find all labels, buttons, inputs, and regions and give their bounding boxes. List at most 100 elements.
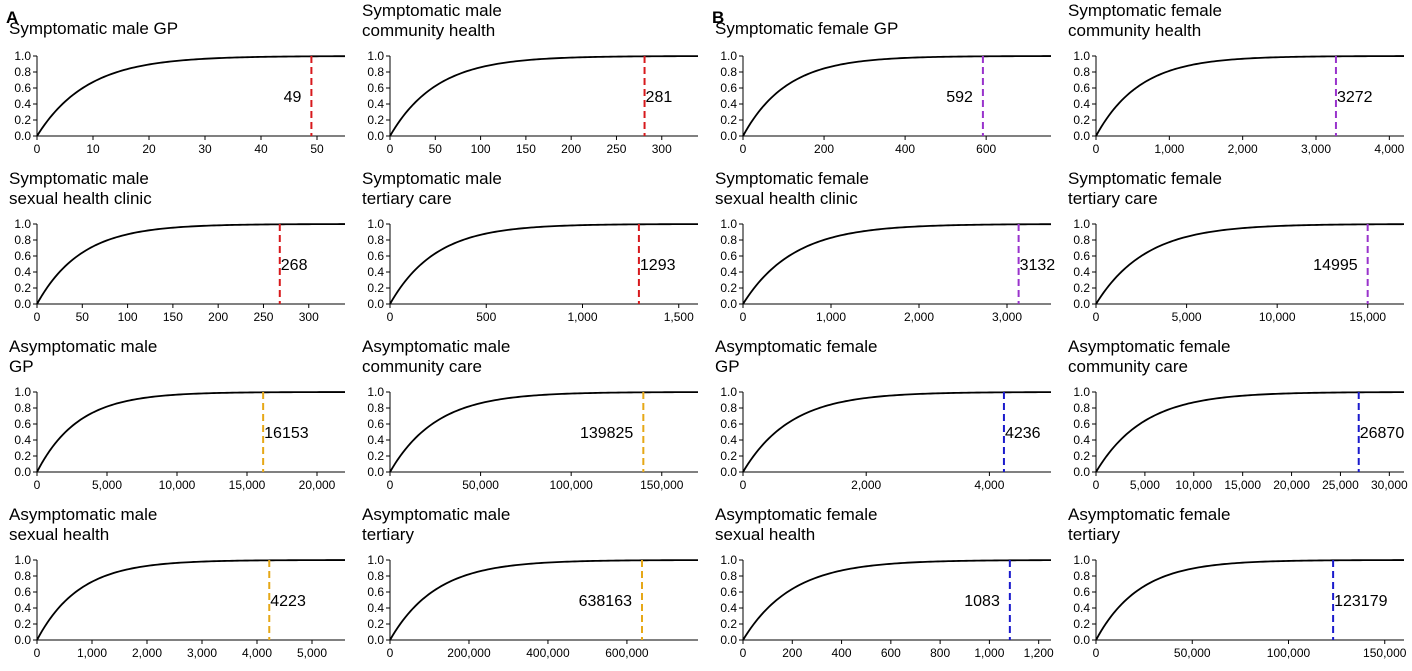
- chart-panel: Symptomatic female community health 0.0 0.…: [1068, 1, 1405, 156]
- y-tick-label: 0.6: [14, 249, 31, 263]
- x-tick-label: 15,000: [229, 478, 266, 492]
- chart-panel: Symptomatic male sexual health clinic 0.0…: [9, 169, 346, 324]
- x-tick-label: 0: [740, 142, 747, 156]
- y-tick-label: 0.2: [367, 113, 384, 127]
- y-tick-label: 0.0: [14, 297, 31, 311]
- chart-title: community health: [362, 21, 495, 40]
- y-tick-label: 0.2: [720, 113, 737, 127]
- x-tick-label: 200: [561, 142, 581, 156]
- chart-title: sexual health: [715, 525, 815, 544]
- threshold-label: 268: [281, 257, 308, 274]
- x-tick-label: 30,000: [1371, 478, 1408, 492]
- y-tick-label: 0.8: [1073, 569, 1090, 583]
- y-tick-label: 1.0: [720, 385, 737, 399]
- panel-label-b: B: [712, 8, 724, 27]
- cumulative-curve: [742, 391, 1052, 473]
- chart-panel: Symptomatic male tertiary care 0.0 0.2 0.4 0…: [362, 169, 698, 324]
- y-tick-label: 1.0: [367, 385, 384, 399]
- x-tick-label: 50,000: [1174, 646, 1211, 660]
- x-tick-label: 400,000: [526, 646, 570, 660]
- y-tick-label: 0.2: [720, 449, 737, 463]
- y-tick-label: 0.0: [367, 297, 384, 311]
- cumulative-curve: [1095, 223, 1405, 305]
- y-tick-label: 0.4: [367, 433, 384, 447]
- y-tick-label: 0.8: [14, 401, 31, 415]
- chart-panel: Symptomatic male GP 0.0 0.2 0.4 0.6 0.8 1.0 0 10…: [9, 19, 346, 156]
- y-tick-label: 0.2: [14, 281, 31, 295]
- x-tick-label: 15,000: [1224, 478, 1261, 492]
- threshold-label: 16153: [264, 425, 309, 442]
- x-tick-label: 10,000: [159, 478, 196, 492]
- y-tick-label: 0.4: [367, 601, 384, 615]
- y-tick-label: 0.2: [367, 281, 384, 295]
- chart-panel: Asymptomatic female community care 0.0 0.2…: [1068, 337, 1408, 492]
- y-tick-label: 1.0: [367, 553, 384, 567]
- x-tick-label: 3,000: [187, 646, 217, 660]
- x-tick-label: 0: [740, 478, 747, 492]
- x-tick-label: 1,000: [816, 310, 846, 324]
- x-tick-label: 400: [895, 142, 915, 156]
- threshold-label: 14995: [1313, 257, 1358, 274]
- y-tick-label: 0.0: [367, 633, 384, 647]
- x-tick-label: 20: [142, 142, 156, 156]
- x-tick-label: 800: [930, 646, 950, 660]
- x-tick-label: 150: [516, 142, 536, 156]
- x-tick-label: 200: [814, 142, 834, 156]
- x-tick-label: 50: [310, 142, 324, 156]
- y-tick-label: 0.8: [367, 65, 384, 79]
- y-tick-label: 0.4: [1073, 97, 1090, 111]
- y-tick-label: 0.6: [1073, 249, 1090, 263]
- chart-title: Asymptomatic female: [715, 505, 878, 524]
- y-tick-label: 1.0: [14, 217, 31, 231]
- x-tick-label: 400: [832, 646, 852, 660]
- chart-panel: Symptomatic male community health 0.0 0.2 0…: [362, 1, 699, 156]
- x-tick-label: 40: [254, 142, 268, 156]
- cumulative-curve: [36, 391, 346, 473]
- x-tick-label: 0: [1093, 142, 1100, 156]
- chart-title: tertiary: [1068, 525, 1120, 544]
- x-tick-label: 250: [606, 142, 626, 156]
- x-tick-label: 0: [1093, 646, 1100, 660]
- y-tick-label: 1.0: [14, 49, 31, 63]
- x-tick-label: 15,000: [1349, 310, 1386, 324]
- x-tick-label: 50: [429, 142, 443, 156]
- y-tick-label: 1.0: [1073, 49, 1090, 63]
- y-tick-label: 1.0: [720, 49, 737, 63]
- y-tick-label: 0.8: [1073, 401, 1090, 415]
- y-tick-label: 0.4: [1073, 265, 1090, 279]
- cumulative-curve: [1095, 391, 1404, 473]
- x-tick-label: 150,000: [1363, 646, 1407, 660]
- y-tick-label: 0.4: [720, 601, 737, 615]
- y-tick-label: 0.2: [1073, 281, 1090, 295]
- chart-title: tertiary: [362, 525, 414, 544]
- threshold-label: 3272: [1337, 89, 1373, 106]
- chart-panel: Asymptomatic female sexual health 0.0 0.2 0…: [715, 505, 1054, 660]
- y-tick-label: 0.0: [1073, 633, 1090, 647]
- x-tick-label: 200,000: [447, 646, 491, 660]
- y-tick-label: 0.2: [367, 449, 384, 463]
- y-tick-label: 0.4: [720, 97, 737, 111]
- x-tick-label: 200: [782, 646, 802, 660]
- chart-title: sexual health clinic: [9, 189, 152, 208]
- y-tick-label: 0.0: [14, 129, 31, 143]
- y-tick-label: 0.4: [14, 97, 31, 111]
- y-tick-label: 0.6: [720, 249, 737, 263]
- chart-title: Symptomatic female: [715, 169, 869, 188]
- x-tick-label: 0: [1093, 478, 1100, 492]
- chart-title: GP: [9, 357, 34, 376]
- chart-panel: Symptomatic female GP 0.0 0.2 0.4 0.6 0.8 1.0 0…: [715, 19, 1051, 156]
- chart-title: Symptomatic female: [1068, 1, 1222, 20]
- y-tick-label: 0.6: [720, 585, 737, 599]
- y-tick-label: 0.8: [367, 569, 384, 583]
- cumulative-curve: [389, 391, 699, 473]
- y-tick-label: 0.2: [720, 281, 737, 295]
- y-tick-label: 0.6: [720, 81, 737, 95]
- threshold-label: 638163: [579, 593, 632, 610]
- y-tick-label: 0.8: [367, 401, 384, 415]
- y-tick-label: 0.2: [14, 113, 31, 127]
- x-tick-label: 20,000: [299, 478, 336, 492]
- y-tick-label: 0.0: [720, 297, 737, 311]
